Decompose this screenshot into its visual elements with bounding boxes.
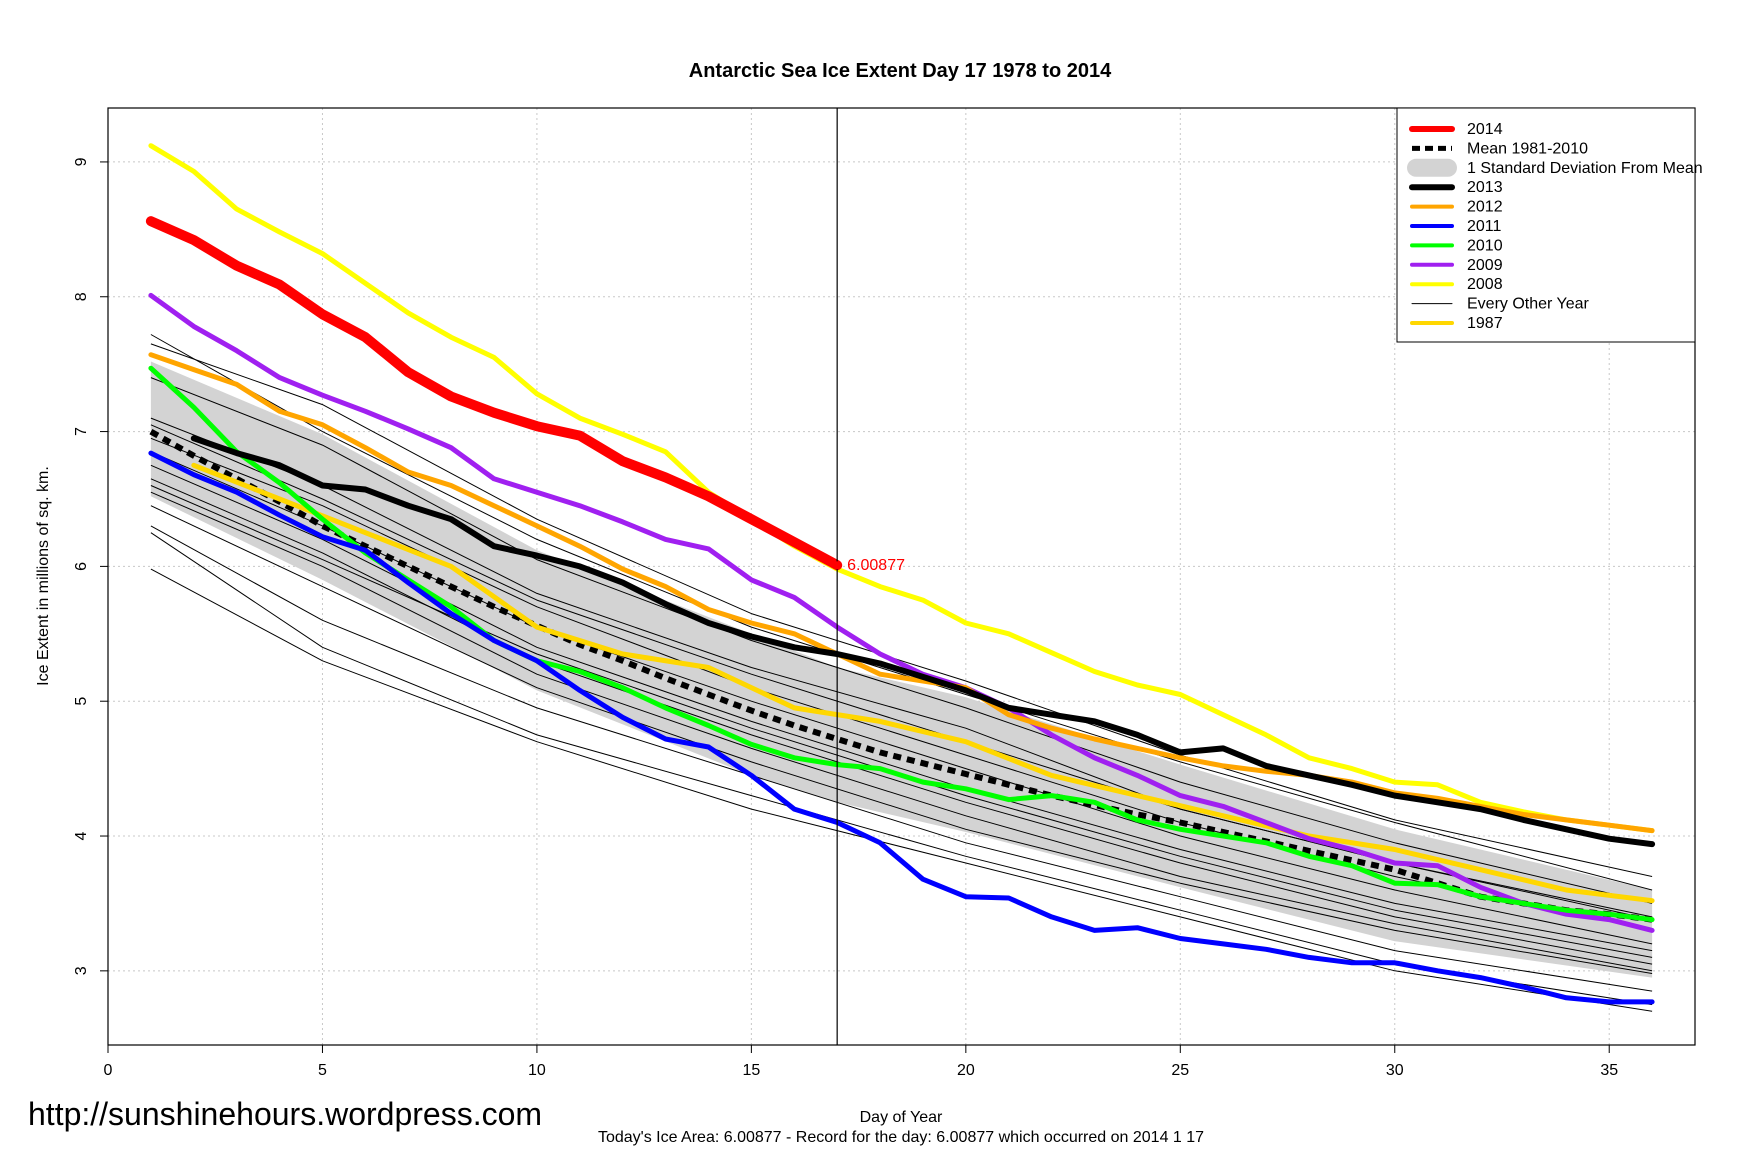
x-tick-label: 5: [318, 1062, 327, 1079]
series-line-2008: [148, 143, 1655, 834]
every-other-year-line: [150, 532, 1653, 1006]
legend-item: 1 Standard Deviation From Mean: [1407, 158, 1703, 177]
legend-label: 2008: [1467, 276, 1503, 293]
series-line-2013: [190, 435, 1656, 848]
legend-label: 2014: [1467, 121, 1503, 138]
chart-title: Antarctic Sea Ice Extent Day 17 1978 to …: [689, 60, 1112, 82]
every-other-year-line: [150, 485, 1653, 958]
legend-item: 2014: [1409, 121, 1503, 138]
every-other-year-line: [150, 491, 1653, 972]
sd-band: [150, 361, 1653, 978]
x-tick-label: 0: [104, 1062, 113, 1079]
every-other-year-line: [150, 464, 1653, 952]
chart-subtitle: Today's Ice Area: 6.00877 - Record for t…: [598, 1129, 1204, 1146]
legend-item: 2011: [1410, 218, 1502, 235]
legend-label: 2010: [1467, 237, 1503, 254]
legend-label: 2009: [1467, 257, 1503, 274]
legend-label: 1987: [1467, 315, 1503, 332]
y-tick-label: 4: [73, 831, 90, 840]
y-axis: 3 4 5 6 7 8 9: [73, 157, 109, 975]
legend-item: 2010: [1410, 237, 1503, 254]
x-tick-label: 20: [957, 1062, 975, 1079]
every-other-year-line: [150, 505, 1653, 974]
x-tick-label: 10: [528, 1062, 546, 1079]
legend-items: 2014 Mean 1981-2010 1 Standard Deviation F…: [1407, 121, 1703, 332]
x-tick-label: 35: [1600, 1062, 1618, 1079]
legend-label: 2013: [1467, 179, 1503, 196]
legend-item: Every Other Year: [1411, 296, 1590, 313]
every-other-year-line: [150, 377, 1653, 904]
y-tick-label: 9: [73, 157, 90, 166]
legend-item: 2009: [1410, 257, 1503, 274]
x-tick-label: 30: [1386, 1062, 1404, 1079]
y-tick-label: 8: [73, 292, 90, 301]
legend-label: Every Other Year: [1467, 296, 1590, 313]
annotation-point: [833, 561, 842, 570]
watermark-text: http://sunshinehours.wordpress.com: [28, 1096, 542, 1132]
every-other-year-line: [150, 451, 1653, 945]
legend: 2014 Mean 1981-2010 1 Standard Deviation F…: [1396, 107, 1703, 343]
y-tick-label: 7: [73, 427, 90, 436]
legend-label: 1 Standard Deviation From Mean: [1467, 160, 1703, 177]
y-tick-label: 3: [73, 966, 90, 975]
series-line-2011: [148, 450, 1655, 1005]
annotation-label: 6.00877: [847, 557, 905, 574]
every-other-year-line: [150, 525, 1653, 992]
legend-label: Mean 1981-2010: [1467, 140, 1588, 157]
legend-label: 2011: [1467, 218, 1502, 235]
series-lines-group: [145, 143, 1656, 1005]
y-tick-label: 6: [73, 562, 90, 571]
sd-band-group: [150, 361, 1653, 978]
legend-label: 2012: [1467, 199, 1503, 216]
legend-item: Mean 1981-2010: [1412, 140, 1588, 157]
x-axis-label: Day of Year: [860, 1109, 943, 1126]
legend-swatch: [1407, 158, 1457, 177]
x-tick-label: 15: [742, 1062, 760, 1079]
series-line-mean-1981-2010: [149, 428, 1653, 923]
series-line-2014: [145, 216, 843, 571]
series-line-1987: [191, 462, 1655, 904]
legend-item: 2008: [1410, 276, 1503, 293]
y-axis-label: Ice Extent in millions of sq. km.: [35, 466, 52, 686]
x-axis: 0 5 10 15 20 25 30 35: [104, 1044, 1618, 1079]
series-line-2009: [148, 292, 1655, 933]
legend-item: 1987: [1410, 315, 1503, 332]
y-tick-label: 5: [73, 697, 90, 706]
x-tick-label: 25: [1171, 1062, 1189, 1079]
every-other-year-line: [150, 343, 1653, 877]
annotation-group: 6.00877: [833, 557, 905, 574]
legend-item: 2013: [1409, 179, 1503, 196]
legend-item: 2012: [1410, 199, 1503, 216]
